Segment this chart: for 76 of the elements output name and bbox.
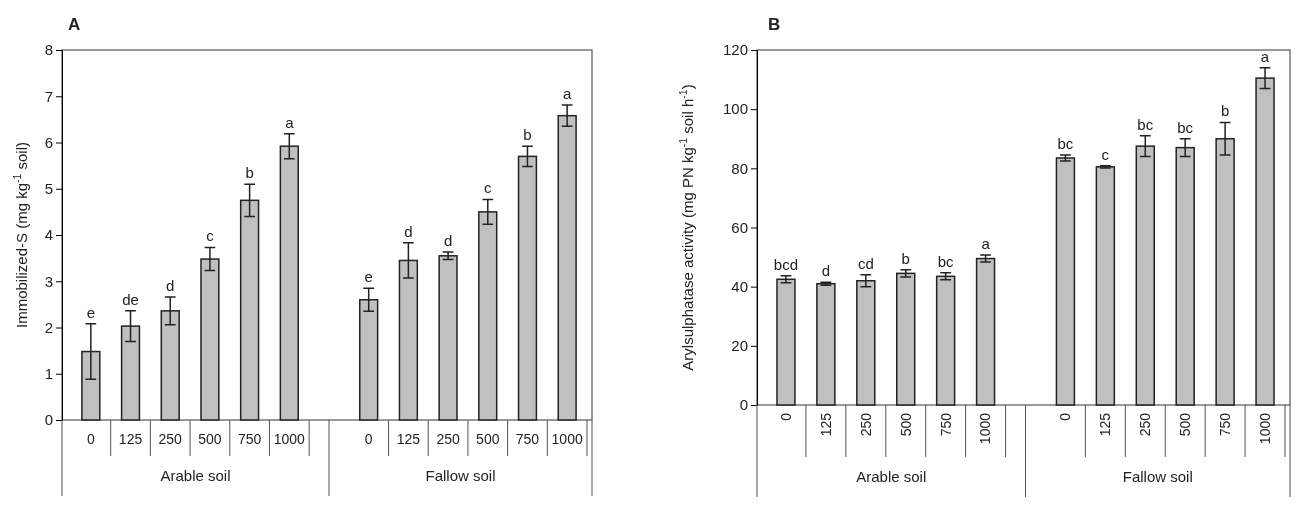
- x-tick-label: 0: [1057, 412, 1074, 421]
- y-tick-label: 120: [722, 41, 748, 59]
- text: Arable soil: [856, 468, 927, 485]
- data-label: bc: [1057, 135, 1074, 153]
- y-tick-label: 3: [44, 272, 53, 290]
- data-label: bcd: [773, 255, 799, 273]
- data-label: c: [206, 227, 215, 245]
- data-label: d: [404, 222, 413, 240]
- chart-title: B: [768, 15, 781, 34]
- chart-title: A: [68, 15, 81, 34]
- data-label: bc: [1137, 115, 1154, 133]
- bar: [935, 275, 956, 406]
- x-tick-label: 0: [86, 431, 95, 447]
- y-tick-label: 80: [731, 159, 748, 177]
- x-tick-label: 750: [515, 431, 540, 447]
- bar: [816, 282, 836, 406]
- bar: [975, 257, 996, 406]
- y-tick-label: 20: [731, 337, 748, 355]
- y-tick-label: 8: [44, 41, 53, 59]
- x-tick-label: 500: [1177, 412, 1194, 437]
- y-tick-label: 2: [44, 318, 53, 336]
- data-label: cd: [857, 254, 874, 272]
- data-label: bc: [937, 252, 955, 270]
- data-label: a: [562, 85, 572, 103]
- x-tick-label: 500: [897, 412, 914, 437]
- data-label: b: [245, 164, 254, 182]
- y-tick-label: 4: [44, 226, 53, 244]
- x-tick-label: 500: [198, 431, 222, 447]
- text: Arable soil: [160, 467, 231, 484]
- y-tick-label: 60: [731, 218, 748, 236]
- data-label: e: [86, 303, 96, 321]
- x-tick-label: 125: [118, 431, 143, 447]
- x-tick-label: 125: [817, 412, 834, 437]
- x-tick-label: 250: [436, 431, 460, 447]
- data-label: c: [1101, 145, 1110, 163]
- x-tick-label: 1000: [273, 431, 306, 447]
- data-label: de: [122, 290, 139, 308]
- bar: [776, 278, 796, 406]
- bar: [1055, 157, 1076, 406]
- data-label: a: [981, 235, 991, 253]
- x-tick-label: 1000: [977, 412, 994, 445]
- x-tick-label: 750: [1217, 412, 1234, 437]
- data-label: b: [1220, 102, 1230, 120]
- x-tick-label: 1000: [551, 431, 583, 447]
- x-tick-label: 750: [237, 431, 262, 447]
- bar: [438, 255, 458, 421]
- data-label: a: [1260, 47, 1270, 65]
- data-label: a: [285, 113, 295, 131]
- data-label: c: [484, 179, 493, 197]
- data-label: b: [901, 249, 910, 267]
- x-tick-label: 0: [364, 431, 373, 447]
- text: Fallow soil: [1122, 468, 1193, 485]
- x-tick-label: 750: [937, 412, 954, 437]
- data-label: b: [523, 126, 532, 144]
- data-label: d: [166, 276, 175, 294]
- data-label: d: [821, 262, 831, 280]
- x-tick-label: 125: [396, 431, 421, 447]
- x-tick-label: 1000: [1256, 412, 1273, 445]
- x-tick-label: 250: [857, 412, 874, 437]
- x-tick-label: 250: [1137, 412, 1154, 437]
- x-tick-label: 250: [158, 431, 183, 447]
- y-tick-label: 1: [44, 365, 53, 383]
- x-tick-label: 0: [777, 412, 794, 421]
- data-label: d: [443, 232, 453, 250]
- x-tick-label: 500: [476, 431, 500, 447]
- y-tick-label: 40: [731, 277, 748, 295]
- y-tick-label: 100: [722, 100, 748, 118]
- text: Fallow soil: [425, 467, 496, 484]
- data-label: e: [364, 268, 373, 286]
- y-tick-label: 5: [44, 180, 53, 198]
- bar: [896, 272, 916, 406]
- y-tick-label: 6: [44, 133, 53, 151]
- x-tick-label: 125: [1097, 412, 1114, 437]
- data-label: bc: [1177, 118, 1194, 136]
- bar: [1095, 166, 1116, 406]
- y-tick-label: 7: [44, 87, 53, 105]
